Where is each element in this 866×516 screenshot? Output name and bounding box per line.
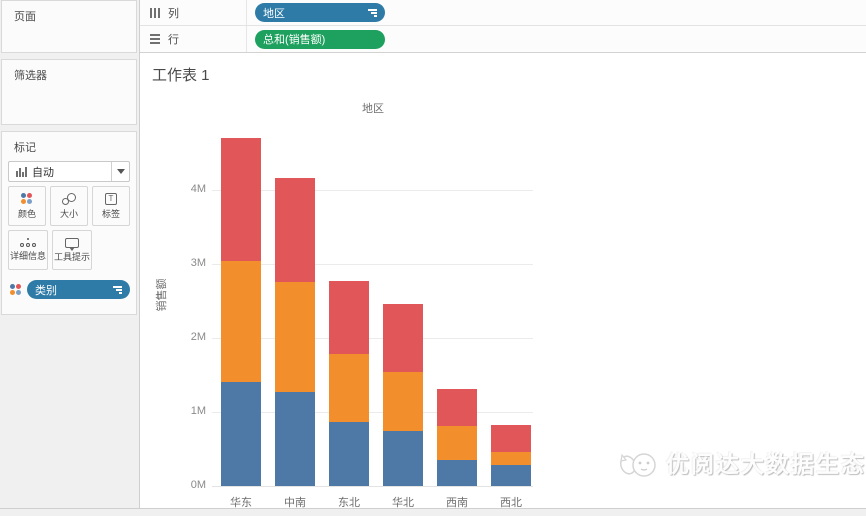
rows-dropzone[interactable]: 总和(销售额): [246, 26, 866, 52]
marks-buttons: 颜色 大小 T 标签 详细信息 工具提示: [8, 186, 134, 270]
bar-segment-blue-segment[interactable]: [275, 392, 315, 486]
y-axis-tick-4M: 4M: [190, 183, 206, 195]
rows-shelf-label: 行: [168, 34, 179, 46]
mark-type-value: 自动: [32, 166, 54, 179]
bar-segment-orange-segment[interactable]: [383, 372, 423, 431]
filters-shelf-label: 筛选器: [14, 70, 47, 82]
category-label-华北: 华北: [392, 497, 414, 509]
bar-segment-orange-segment[interactable]: [437, 426, 477, 460]
bar-segment-red-segment[interactable]: [221, 138, 261, 261]
left-panel: 页面 筛选器 标记 自动 颜色 大小 T 标签: [0, 0, 140, 509]
detail-button[interactable]: 详细信息: [8, 230, 48, 270]
detail-button-label: 详细信息: [9, 251, 46, 261]
color-button[interactable]: 颜色: [8, 186, 46, 226]
y-axis-tick-2M: 2M: [190, 331, 206, 343]
watermark: 优阅达大数据生态: [618, 443, 866, 481]
detail-dots-icon: [20, 238, 36, 247]
mark-type-dropdown[interactable]: 自动: [8, 161, 130, 182]
marks-card-title: 标记: [14, 142, 36, 154]
watermark-text: 优阅达大数据生态: [666, 451, 866, 477]
color-legend-icon: [10, 283, 22, 296]
sum-sales-pill[interactable]: 总和(销售额): [255, 29, 385, 49]
y-axis-tick-3M: 3M: [190, 257, 206, 269]
category-pill-label: 类别: [35, 284, 57, 297]
gridline-3M: [212, 264, 533, 265]
y-axis-title: 销售额: [156, 278, 168, 312]
bar-segment-red-segment[interactable]: [491, 425, 531, 452]
rows-icon: [150, 34, 160, 44]
label-button[interactable]: T 标签: [92, 186, 130, 226]
size-button-label: 大小: [59, 208, 78, 219]
tooltip-bubble-icon: [65, 237, 79, 251]
columns-dropzone[interactable]: 地区: [246, 0, 866, 25]
label-t-icon: T: [105, 192, 117, 205]
filters-shelf[interactable]: 筛选器: [1, 59, 137, 125]
bar-华东[interactable]: [221, 138, 261, 486]
bar-中南[interactable]: [275, 178, 315, 486]
bar-segment-red-segment[interactable]: [329, 281, 369, 354]
label-button-label: 标签: [101, 208, 120, 219]
marks-pill-row: 类别: [10, 280, 130, 299]
x-axis-line: [212, 486, 533, 487]
category-label-中南: 中南: [284, 497, 306, 509]
size-button[interactable]: 大小: [50, 186, 88, 226]
watermark-logo: [619, 453, 656, 477]
bar-segment-blue-segment[interactable]: [437, 460, 477, 486]
y-axis-tick-1M: 1M: [190, 405, 206, 417]
chevron-down-icon: [116, 169, 125, 174]
size-circles-icon: [62, 192, 76, 205]
sort-descending-icon: [113, 285, 122, 294]
bar-segment-orange-segment[interactable]: [491, 452, 531, 465]
category-label-东北: 东北: [338, 497, 360, 509]
bar-西南[interactable]: [437, 389, 477, 486]
sheet-title: 工作表 1: [152, 67, 210, 84]
gridline-2M: [212, 338, 533, 339]
bar-segment-blue-segment[interactable]: [491, 465, 531, 486]
bar-东北[interactable]: [329, 281, 369, 486]
y-axis-tick-0M: 0M: [190, 479, 206, 491]
bar-西北[interactable]: [491, 425, 531, 486]
sort-descending-icon: [368, 8, 377, 17]
bar-segment-blue-segment[interactable]: [329, 422, 369, 486]
tooltip-button-label: 工具提示: [53, 251, 90, 262]
rows-shelf[interactable]: 行 总和(销售额): [140, 26, 866, 53]
category-pill[interactable]: 类别: [27, 280, 130, 299]
columns-icon: [150, 7, 160, 18]
columns-shelf[interactable]: 列 地区: [140, 0, 866, 26]
bar-segment-blue-segment[interactable]: [221, 382, 261, 486]
pages-shelf-label: 页面: [14, 11, 36, 23]
color-dots-icon: [21, 192, 33, 205]
sum-sales-pill-label: 总和(销售额): [263, 34, 326, 46]
category-label-西南: 西南: [446, 497, 468, 509]
pages-shelf[interactable]: 页面: [1, 0, 137, 53]
bar-segment-orange-segment[interactable]: [329, 354, 369, 422]
bar-segment-blue-segment[interactable]: [383, 431, 423, 486]
tooltip-button[interactable]: 工具提示: [52, 230, 92, 270]
columns-shelf-label: 列: [168, 7, 179, 20]
category-label-华东: 华东: [230, 497, 252, 509]
region-pill[interactable]: 地区: [255, 3, 385, 22]
bar-segment-orange-segment[interactable]: [221, 261, 261, 382]
bar-华北[interactable]: [383, 304, 423, 486]
gridline-4M: [212, 190, 533, 191]
gridline-1M: [212, 412, 533, 413]
bar-segment-red-segment[interactable]: [437, 389, 477, 426]
bar-chart-icon: [16, 166, 27, 177]
bar-segment-red-segment[interactable]: [383, 304, 423, 372]
mark-type-caret-button[interactable]: [111, 162, 129, 181]
region-pill-label: 地区: [263, 7, 285, 20]
color-button-label: 颜色: [17, 208, 36, 219]
column-field-header: 地区: [362, 103, 384, 115]
bar-segment-red-segment[interactable]: [275, 178, 315, 282]
category-label-西北: 西北: [500, 497, 522, 509]
worksheet: 工作表 1 地区 销售额 优阅达大数据生态 0M 1M 2M 3M 4M 华东 中南 东北 华北…: [140, 53, 866, 509]
bar-segment-orange-segment[interactable]: [275, 282, 315, 392]
marks-card: 标记 自动 颜色 大小 T 标签 详细信息: [1, 131, 137, 315]
